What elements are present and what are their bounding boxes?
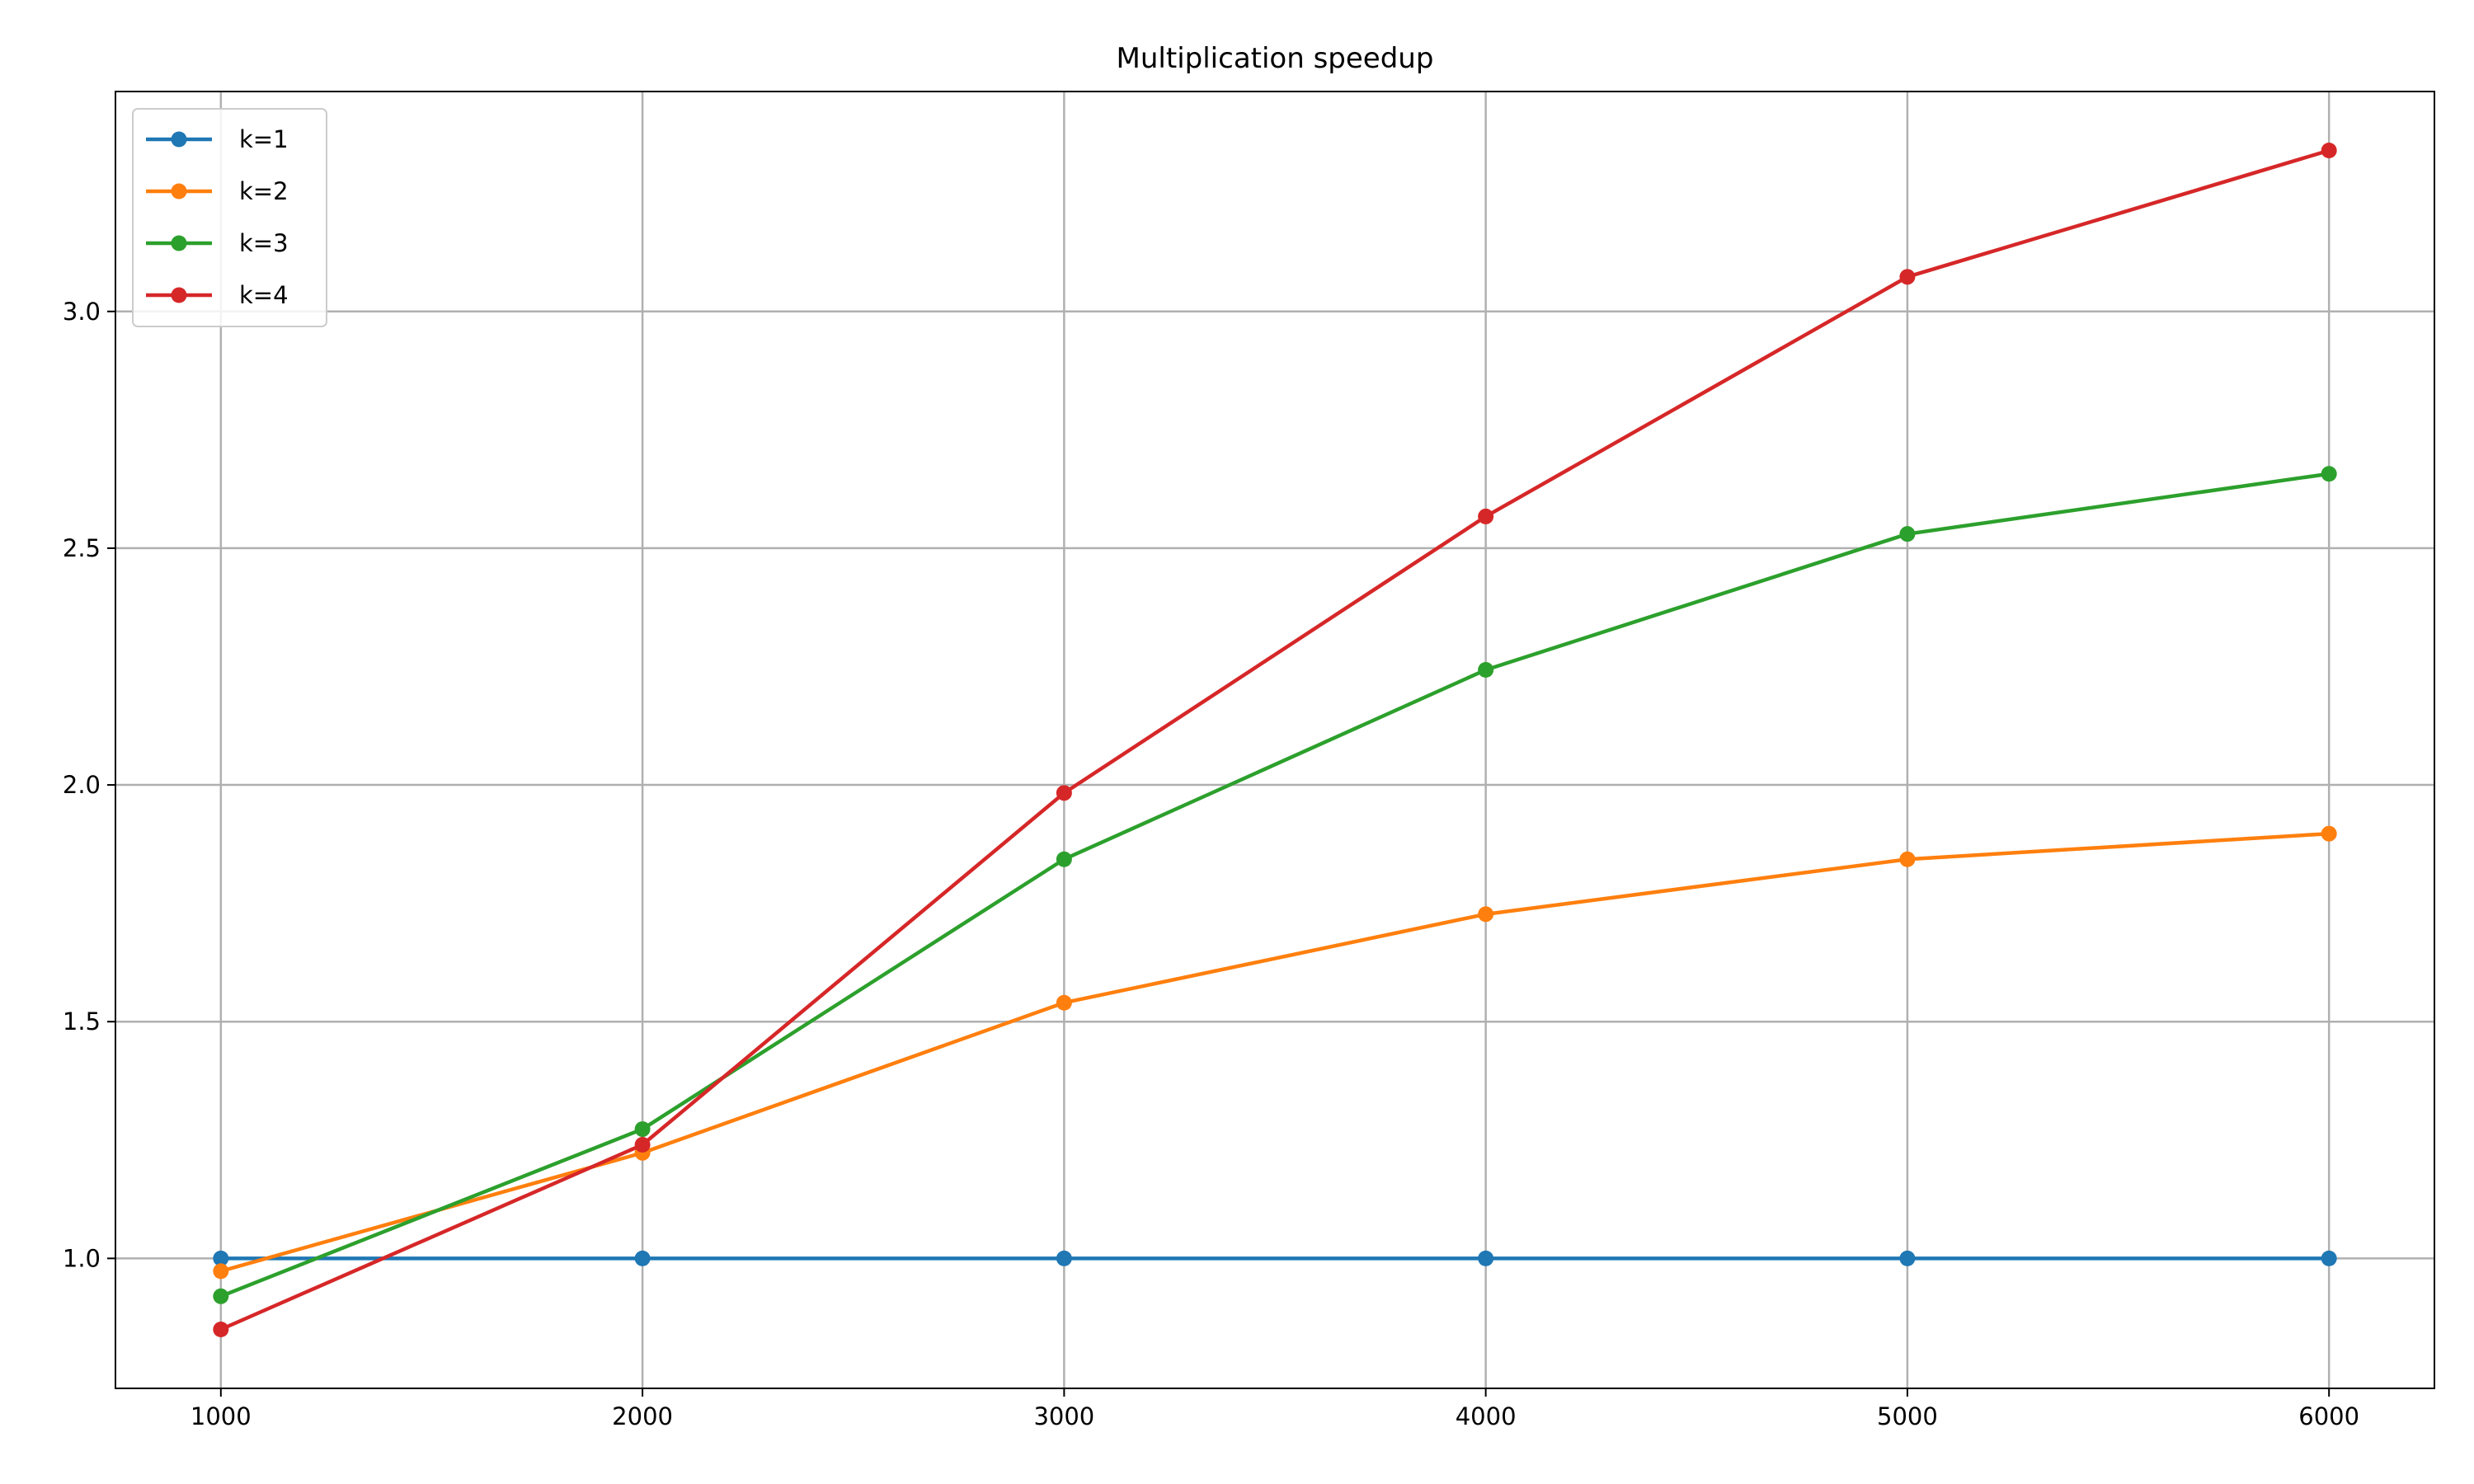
x-tick-label: 4000 [1456, 1402, 1517, 1430]
data-point [2321, 143, 2337, 158]
data-point [1056, 994, 1072, 1011]
data-point [1899, 269, 1916, 285]
data-point [1478, 508, 1494, 524]
legend-box [132, 108, 327, 327]
series-k2 [213, 825, 2337, 1280]
legend-entry: k=3 [146, 229, 289, 257]
y-tick-label: 2.5 [63, 534, 101, 562]
data-point [634, 1137, 651, 1153]
legend-marker [171, 131, 187, 148]
data-point [213, 1322, 229, 1337]
legend-marker [171, 287, 187, 303]
legend: k=1 k=2 k=3 k=4 [132, 108, 327, 327]
data-point [213, 1263, 229, 1280]
legend-marker [171, 183, 187, 200]
series-line [219, 148, 2330, 1331]
chart-title: Multiplication speedup [1117, 42, 1434, 75]
y-tick-label: 1.5 [63, 1007, 101, 1036]
legend-label: k=1 [239, 125, 289, 153]
data-point [1056, 851, 1072, 867]
legend-marker [171, 235, 187, 251]
y-tick-label: 1.0 [63, 1244, 101, 1272]
data-point [213, 1288, 229, 1304]
x-tick-label: 3000 [1033, 1402, 1094, 1430]
data-point [1478, 906, 1494, 923]
data-point [634, 1121, 651, 1138]
ticks: 1000 2000 3000 4000 5000 6000 1.0 1.5 2.0 2.5 3.0 [63, 298, 2359, 1430]
data-point [1899, 1250, 1916, 1266]
data-point [1056, 785, 1072, 801]
y-tick-label: 2.0 [63, 771, 101, 799]
data-point [1478, 1250, 1494, 1266]
data-point [1899, 851, 1916, 867]
legend-label: k=4 [239, 281, 289, 309]
x-tick-label: 6000 [2298, 1402, 2359, 1430]
x-tick-label: 2000 [612, 1402, 673, 1430]
grid [115, 92, 2434, 1388]
x-tick-label: 1000 [190, 1402, 252, 1430]
data-point [1056, 1250, 1072, 1266]
series-k4 [213, 143, 2337, 1337]
x-tick-label: 5000 [1877, 1402, 1938, 1430]
series-lines [213, 143, 2337, 1337]
series-k1 [213, 1250, 2337, 1266]
legend-entry: k=4 [146, 281, 289, 309]
data-point [213, 1250, 229, 1266]
data-point [634, 1250, 651, 1266]
y-tick-label: 3.0 [63, 298, 101, 326]
data-point [2321, 825, 2337, 842]
data-point [1899, 526, 1916, 542]
legend-label: k=2 [239, 177, 289, 205]
series-k3 [213, 466, 2337, 1304]
legend-entry: k=1 [146, 125, 289, 153]
legend-entry: k=2 [146, 177, 289, 205]
data-point [1478, 662, 1494, 679]
axes-frame [115, 91, 2435, 1389]
series-line [220, 831, 2330, 1274]
series-line [219, 472, 2330, 1298]
legend-label: k=3 [239, 229, 289, 257]
data-point [2321, 466, 2337, 482]
data-point [2321, 1250, 2337, 1266]
